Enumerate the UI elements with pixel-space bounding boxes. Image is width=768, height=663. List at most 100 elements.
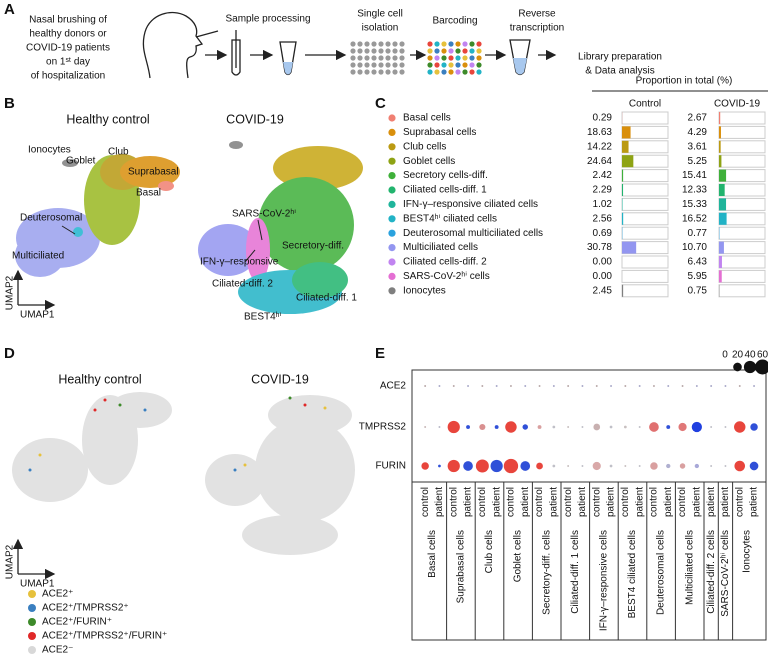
expression-dot <box>724 465 727 467</box>
head-silhouette <box>142 11 204 79</box>
cluster-blob <box>120 156 180 188</box>
well <box>469 41 475 47</box>
column-label: patient <box>663 487 674 517</box>
category-label: Ciliated cells-diff. 1 <box>403 185 487 196</box>
value-label: 2.56 <box>593 213 613 224</box>
well <box>371 69 377 75</box>
expression-dot <box>734 421 746 433</box>
label-pointer <box>61 225 76 235</box>
cluster-label: SARS-CoV-2ʰⁱ <box>232 209 296 220</box>
bar-frame <box>621 226 669 240</box>
column-label: control <box>591 487 602 517</box>
expression-dot <box>592 461 601 471</box>
group-label: Club cells <box>484 530 495 573</box>
well <box>371 48 377 54</box>
workflow-step: Single cell <box>357 9 403 20</box>
workflow-step: Reverse <box>518 9 556 20</box>
column-label: control <box>477 487 488 517</box>
expression-dot <box>438 385 441 387</box>
legend-label: COVID-19 <box>714 99 761 110</box>
group-label: Ciliated-diff. 1 cells <box>570 530 581 614</box>
value-label: 0.69 <box>593 228 613 239</box>
bar-frame <box>718 241 766 255</box>
cell-cloud <box>12 438 88 502</box>
expression-dot <box>624 385 627 387</box>
bar <box>622 126 631 139</box>
value-label: 2.42 <box>593 170 613 181</box>
bar <box>719 198 727 211</box>
workflow-step: isolation <box>362 23 399 34</box>
expression-dot <box>567 465 570 467</box>
well <box>392 62 398 68</box>
column-label: patient <box>749 487 760 517</box>
well <box>441 62 447 68</box>
column-label: patient <box>691 487 702 517</box>
category-label: Goblet cells <box>403 156 455 167</box>
well <box>378 62 384 68</box>
well <box>476 41 482 47</box>
bar-frame <box>621 269 669 283</box>
expression-dot <box>524 385 527 387</box>
legend-dot <box>28 632 36 640</box>
bar-frame <box>718 284 766 298</box>
well <box>448 48 454 54</box>
expression-dot <box>581 385 584 387</box>
column-label: patient <box>434 487 445 517</box>
group-label: Goblet cells <box>513 530 524 582</box>
column-label: control <box>620 487 631 517</box>
expression-dot <box>552 385 555 387</box>
well <box>350 55 356 61</box>
column-label: control <box>420 487 431 517</box>
category-label: Deuterosomal multiciliated cells <box>403 228 543 239</box>
expression-dot <box>694 463 700 469</box>
expression-dot <box>552 464 556 468</box>
well <box>350 69 356 75</box>
well <box>371 55 377 61</box>
bar <box>622 212 624 225</box>
category-label: Secretory cells-diff. <box>403 170 488 181</box>
well <box>469 62 475 68</box>
expression-dot <box>638 465 641 467</box>
category-dot <box>388 272 396 280</box>
category-dot <box>388 287 396 295</box>
well <box>364 55 370 61</box>
bar <box>719 169 727 182</box>
legend-dot <box>28 604 36 612</box>
well <box>350 62 356 68</box>
bar-frame <box>621 169 669 183</box>
bar-frame <box>718 226 766 240</box>
column-label: patient <box>606 487 617 517</box>
well <box>378 48 384 54</box>
expression-dot <box>479 423 486 431</box>
well <box>469 48 475 54</box>
size-tick-label: 0 <box>722 350 728 361</box>
label-pointer <box>244 249 256 263</box>
panel-label: B <box>4 95 15 112</box>
well <box>364 62 370 68</box>
cluster-blob <box>198 224 258 276</box>
cluster-blob <box>62 159 78 167</box>
well <box>455 62 461 68</box>
group-label: Deuterosomal cells <box>656 530 667 615</box>
expression-dot <box>481 385 484 387</box>
category-label: BEST4ʰⁱ ciliated cells <box>403 213 497 224</box>
cluster-label: Multiciliated <box>12 251 64 262</box>
size-legend-dot <box>733 362 742 372</box>
category-dot <box>388 157 396 165</box>
value-label: 16.52 <box>682 213 707 224</box>
well <box>434 62 440 68</box>
bar <box>622 155 634 168</box>
cluster-label: IFN-γ–responsive <box>200 257 279 268</box>
workflow-text: on 1ˢᵗ day <box>46 57 90 68</box>
workflow-text: Nasal brushing of <box>29 15 107 26</box>
well <box>399 69 405 75</box>
expression-dot <box>467 385 470 387</box>
value-label: 4.29 <box>688 127 708 138</box>
cell <box>38 453 42 457</box>
expression-dot <box>695 385 698 387</box>
legend-dot <box>28 590 36 598</box>
expression-dot <box>438 464 441 468</box>
label-pointer <box>257 219 263 241</box>
expression-dot <box>537 425 542 429</box>
group-label: Suprabasal cells <box>456 530 467 603</box>
